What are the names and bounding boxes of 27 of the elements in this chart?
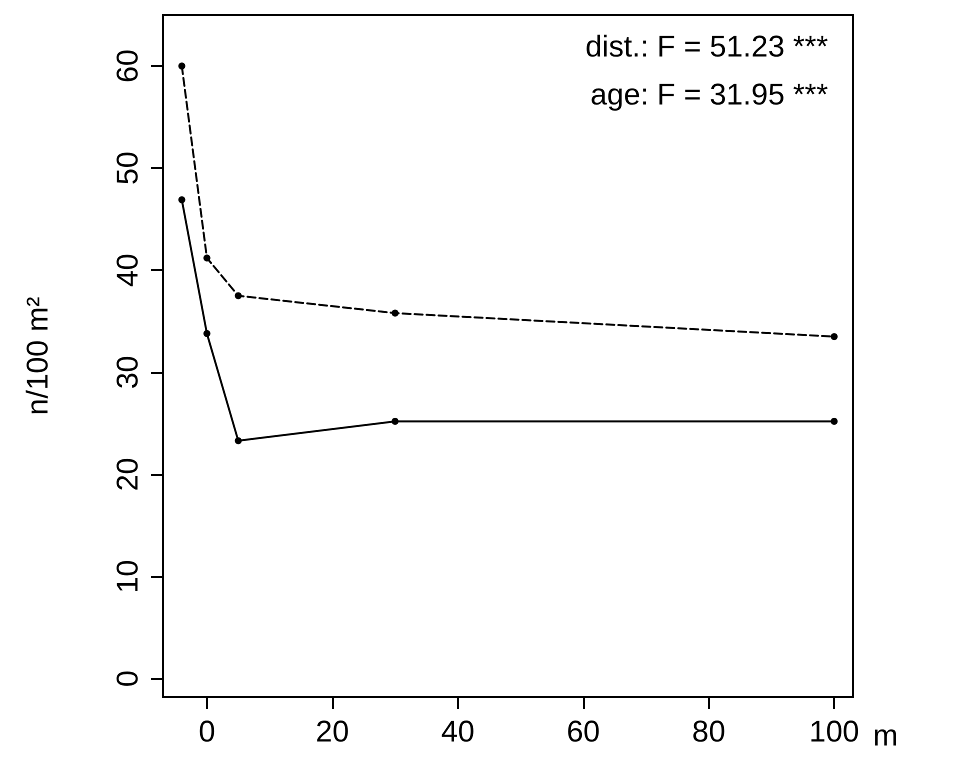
point [830,418,838,425]
y-axis-title: n/100 m² [22,296,54,416]
x-tick-label: 100 [809,716,860,748]
x-tick-label: 20 [316,716,350,748]
point [203,254,210,262]
annotation: age: F = 31.95 *** [590,78,828,112]
y-tick-label: 40 [112,254,144,287]
y-tick-label: 30 [112,356,144,390]
point [830,333,838,340]
point [178,196,186,204]
y-tick-label: 10 [112,560,144,594]
y-tick-label: 0 [112,670,144,687]
x-tick-label: 40 [441,716,475,748]
point [178,62,186,70]
x-tick-label: 80 [692,716,726,748]
x-tick-label: 60 [566,716,600,748]
y-tick-label: 20 [112,458,144,492]
annotation: dist.: F = 51.23 *** [585,30,828,64]
y-tick-label: 60 [112,49,144,83]
point [203,330,210,338]
point [234,437,242,444]
point [392,310,399,317]
x-tick-label: 0 [198,716,216,748]
x-axis-title: m [873,720,898,752]
y-tick-label: 50 [112,151,144,185]
point [392,418,399,425]
point [234,292,242,300]
